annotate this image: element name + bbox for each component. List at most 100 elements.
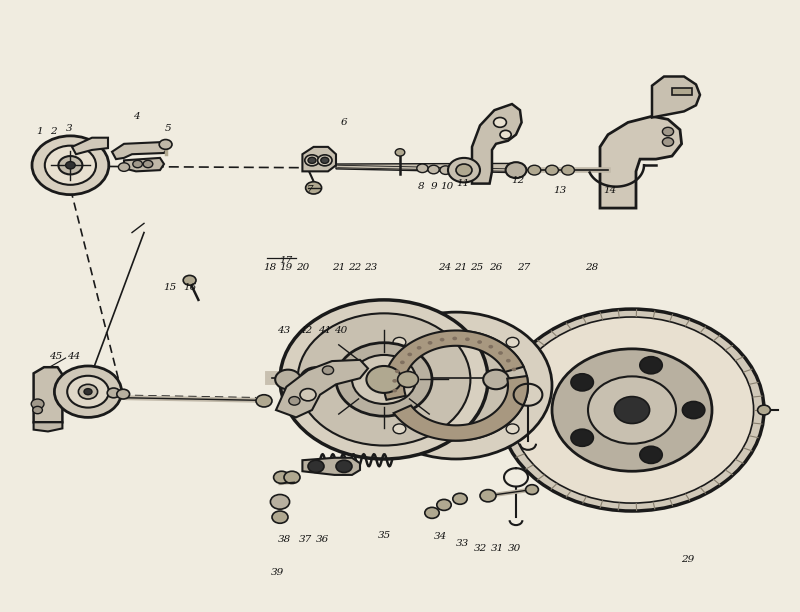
Polygon shape [302,458,360,475]
Text: 3: 3 [66,124,72,133]
Circle shape [506,162,526,178]
Circle shape [395,149,405,156]
Circle shape [662,127,674,136]
Circle shape [284,471,300,483]
Circle shape [417,346,422,349]
Bar [672,88,692,95]
Circle shape [500,309,764,511]
Circle shape [322,366,334,375]
Circle shape [392,379,397,382]
Text: 43: 43 [277,326,290,335]
Text: 20: 20 [296,263,309,272]
Text: 34: 34 [434,532,447,541]
Circle shape [133,160,142,168]
Circle shape [318,155,332,166]
Text: 35: 35 [378,531,391,540]
Polygon shape [302,147,336,171]
Circle shape [588,376,676,444]
Circle shape [440,338,445,341]
Circle shape [511,368,516,371]
Circle shape [31,399,44,409]
Circle shape [452,337,457,340]
Circle shape [256,395,272,407]
Circle shape [143,160,153,168]
Circle shape [407,353,412,356]
Polygon shape [394,376,528,441]
Circle shape [33,406,42,414]
Text: 19: 19 [280,263,293,272]
Circle shape [437,499,451,510]
Polygon shape [652,76,700,118]
Circle shape [32,136,109,195]
Circle shape [45,146,96,185]
Polygon shape [276,360,368,417]
Text: 2: 2 [50,127,57,136]
Circle shape [308,460,324,472]
Circle shape [489,345,494,348]
Circle shape [272,511,288,523]
Text: 9: 9 [431,182,438,191]
Text: 30: 30 [508,545,521,553]
Circle shape [58,156,82,174]
Text: 41: 41 [318,326,331,335]
Text: 21: 21 [332,263,345,272]
Text: 31: 31 [491,545,504,553]
Text: 8: 8 [418,182,425,191]
Circle shape [67,376,109,408]
Circle shape [571,374,594,391]
Text: 15: 15 [163,283,176,292]
Circle shape [480,490,496,502]
Circle shape [500,130,511,139]
Polygon shape [34,422,62,431]
Circle shape [360,312,552,459]
Circle shape [562,165,574,175]
Text: 18: 18 [264,263,277,272]
Circle shape [305,155,319,166]
Circle shape [183,275,196,285]
Circle shape [526,485,538,494]
Circle shape [159,140,172,149]
Circle shape [428,165,439,174]
Circle shape [384,330,528,441]
Text: 7: 7 [307,185,314,194]
Text: 6: 6 [341,118,347,127]
Circle shape [393,337,406,347]
Circle shape [506,424,519,434]
Circle shape [506,359,510,362]
Text: 33: 33 [456,539,469,548]
Text: 17: 17 [280,256,293,264]
Circle shape [400,360,405,364]
Circle shape [571,429,594,446]
Text: 44: 44 [67,352,80,360]
Text: 12: 12 [511,176,524,185]
Circle shape [506,337,519,347]
Text: 24: 24 [438,263,451,272]
Circle shape [478,340,482,344]
Circle shape [280,300,488,459]
Circle shape [274,471,290,483]
Circle shape [552,349,712,471]
Circle shape [453,493,467,504]
Text: 27: 27 [518,263,530,272]
Circle shape [758,405,770,415]
Circle shape [306,182,322,194]
Circle shape [498,351,503,355]
Text: 28: 28 [586,263,598,272]
Circle shape [107,388,120,398]
Text: 38: 38 [278,536,291,544]
Circle shape [275,370,301,389]
Circle shape [440,166,451,174]
Circle shape [84,389,92,395]
Text: 39: 39 [271,568,284,577]
Text: 36: 36 [316,536,329,544]
Circle shape [546,165,558,175]
Circle shape [117,389,130,399]
Circle shape [392,389,397,392]
Text: 21: 21 [454,263,467,272]
Circle shape [270,494,290,509]
Circle shape [494,118,506,127]
Circle shape [395,370,400,373]
Text: 25: 25 [470,263,483,272]
Polygon shape [124,158,164,171]
Circle shape [393,424,406,434]
